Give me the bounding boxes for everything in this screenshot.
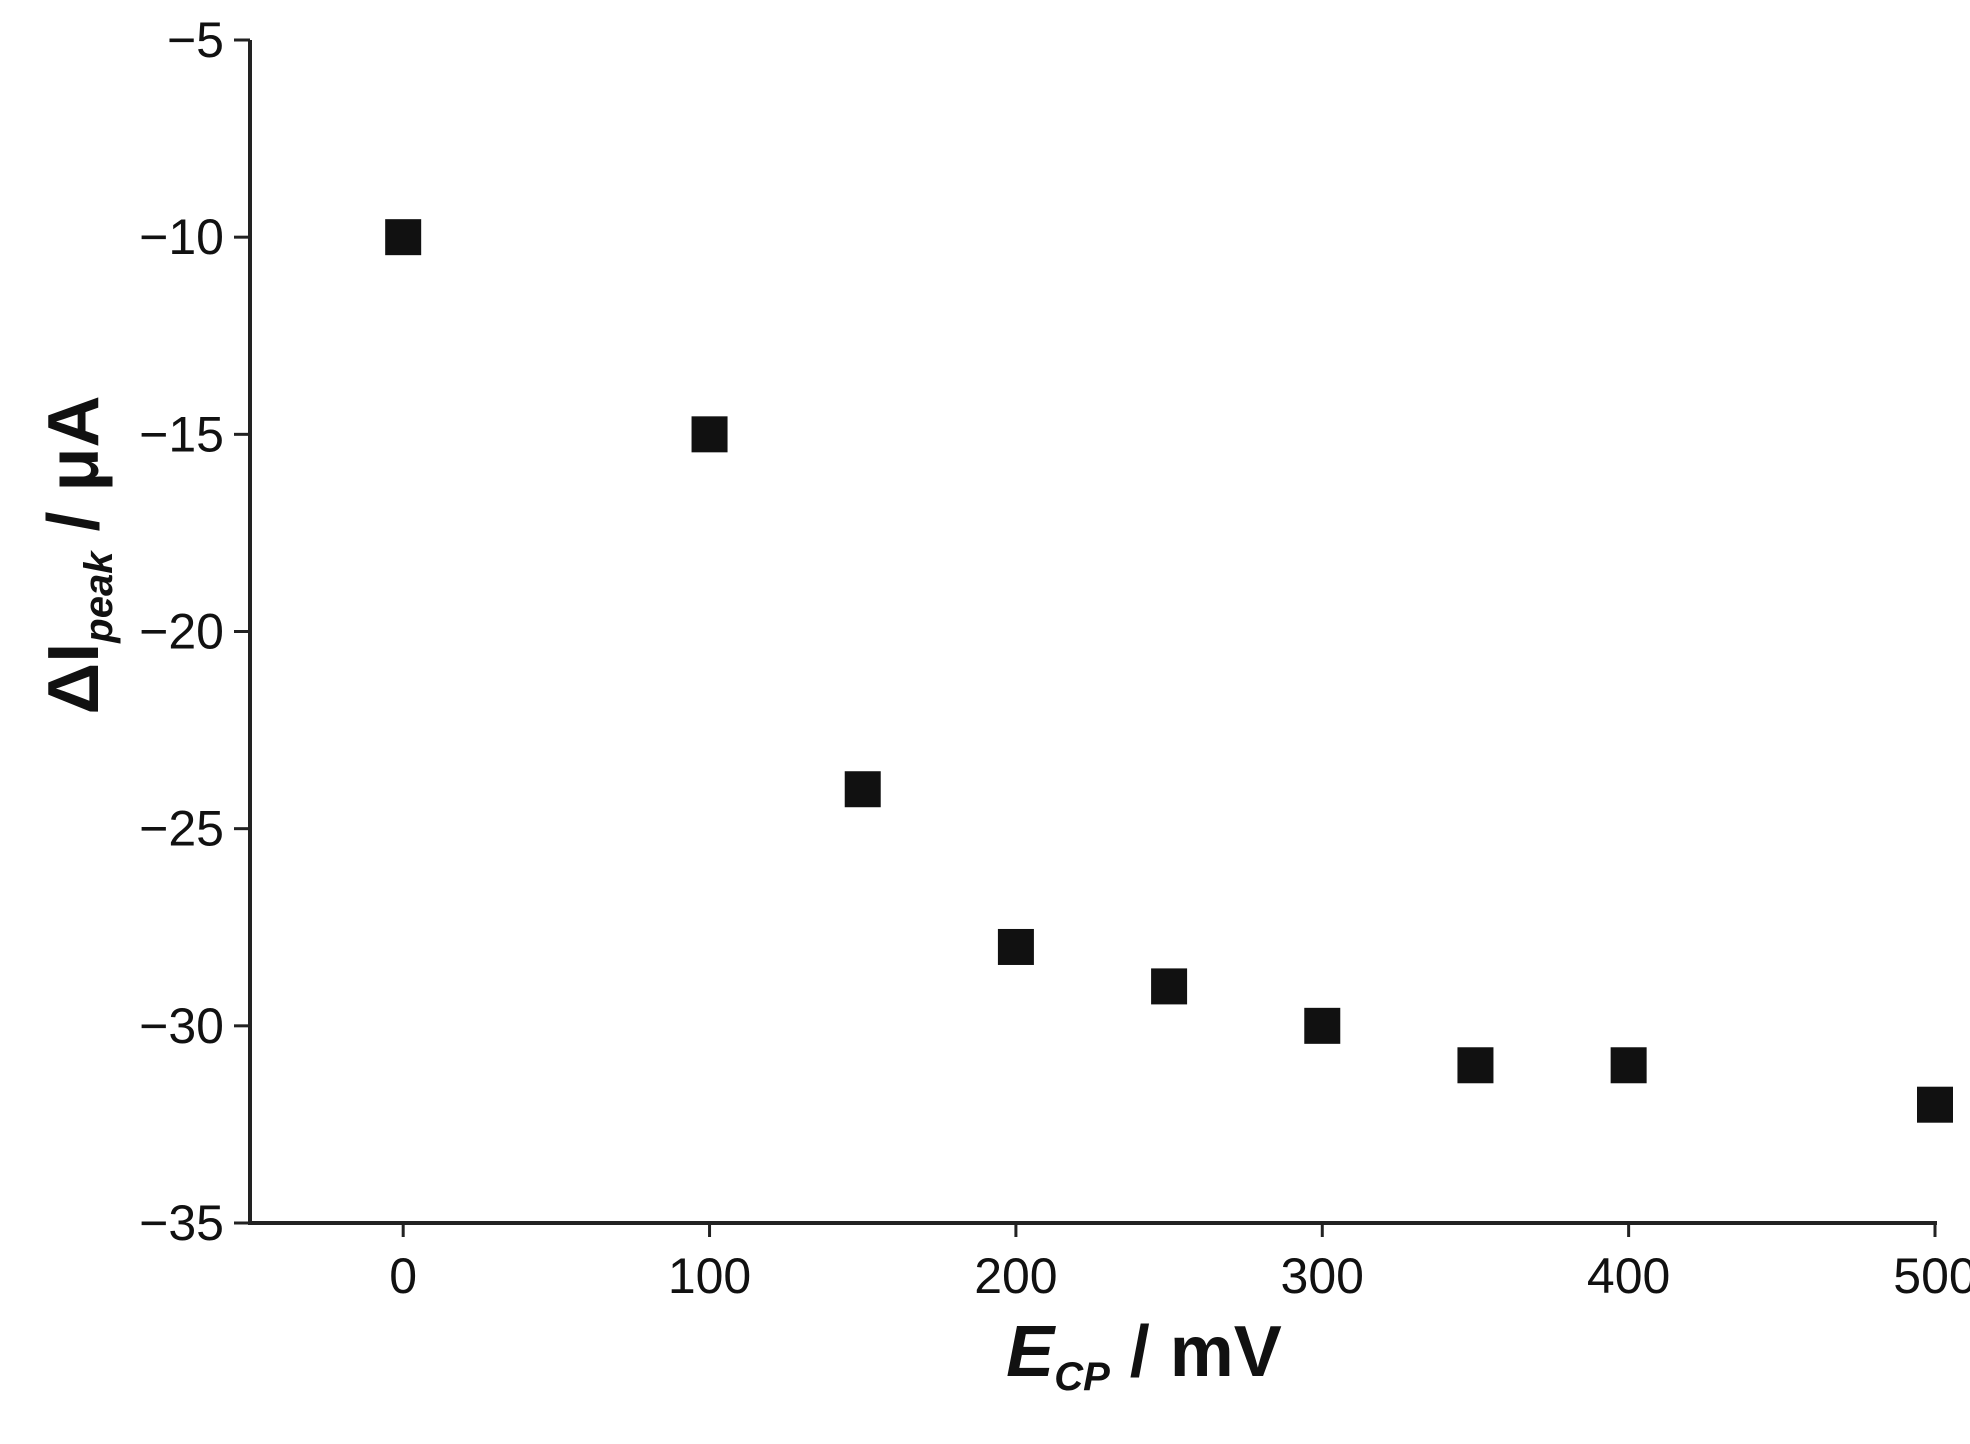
axes: [248, 40, 1937, 1225]
data-point: [1610, 1047, 1647, 1084]
x-tick-label: 400: [1587, 1248, 1670, 1304]
x-tick-label: 300: [1281, 1248, 1364, 1304]
data-point: [844, 771, 881, 808]
data-point: [385, 219, 422, 256]
data-point: [1304, 1007, 1341, 1044]
y-axis-title: ΔIpeak / μA: [34, 396, 121, 715]
y-tick-label: −10: [139, 209, 224, 265]
y-axis-ticks: −5 −10 −15 −20 −25 −30 −35: [139, 12, 250, 1251]
x-tick-label: 200: [974, 1248, 1057, 1304]
x-axis-ticks: 0 100 200 300 400 500: [389, 1223, 1970, 1304]
x-tick-label: 0: [389, 1248, 417, 1304]
data-point: [691, 416, 728, 453]
y-tick-label: −5: [167, 12, 224, 68]
data-point: [997, 928, 1034, 965]
data-point: [1151, 968, 1188, 1005]
data-points: [385, 219, 1953, 1123]
data-point: [1457, 1047, 1494, 1084]
data-point: [1917, 1086, 1953, 1123]
x-axis-title: ECP / mV: [1006, 1312, 1282, 1399]
x-tick-label: 500: [1893, 1248, 1970, 1304]
y-tick-label: −20: [139, 604, 224, 660]
y-tick-label: −15: [139, 406, 224, 462]
y-tick-label: −35: [139, 1195, 224, 1251]
x-tick-label: 100: [668, 1248, 751, 1304]
y-tick-label: −30: [139, 998, 224, 1054]
y-tick-label: −25: [139, 801, 224, 857]
